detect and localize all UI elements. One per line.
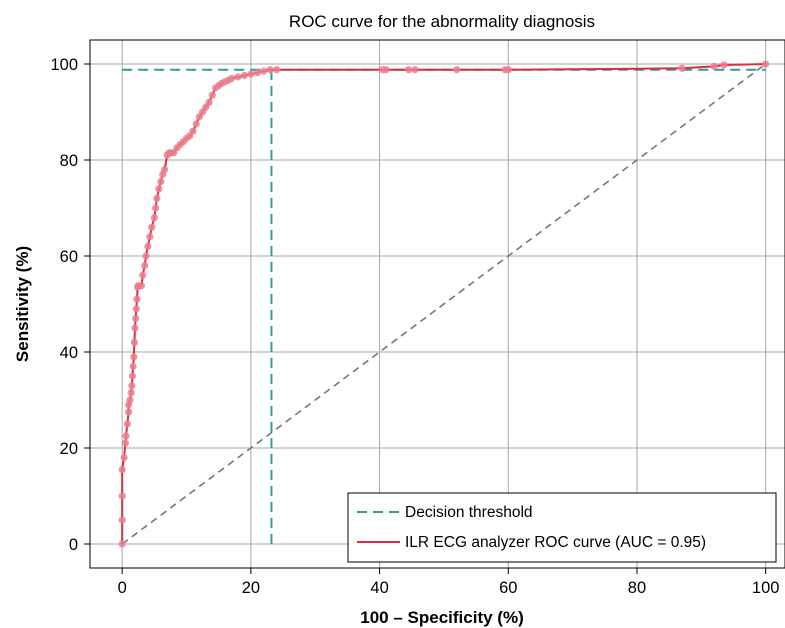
roc-point (122, 432, 130, 440)
roc-point (762, 60, 770, 68)
roc-point (132, 305, 140, 313)
roc-point (142, 252, 150, 260)
roc-point (118, 540, 126, 548)
roc-point (132, 314, 140, 322)
roc-point (253, 69, 261, 77)
y-tick-label: 60 (60, 248, 78, 266)
roc-point (127, 389, 135, 397)
roc-point (126, 396, 134, 404)
roc-curve-group (118, 60, 770, 548)
roc-point (411, 66, 419, 74)
roc-point (130, 353, 138, 361)
roc-point (152, 204, 160, 212)
roc-point (144, 242, 152, 250)
x-tick-label: 0 (118, 579, 127, 597)
roc-point (260, 67, 268, 75)
roc-point (153, 194, 161, 202)
roc-point (720, 61, 728, 69)
roc-point (189, 127, 197, 135)
chart-title: ROC curve for the abnormality diagnosis (289, 12, 595, 31)
x-tick-label: 40 (370, 579, 388, 597)
roc-point (118, 466, 126, 474)
roc-point (240, 71, 249, 80)
roc-point (453, 66, 461, 74)
plot-frame (89, 39, 785, 569)
x-axis-title: 100 – Specificity (%) (360, 608, 523, 627)
roc-point (129, 362, 137, 370)
roc-point (131, 324, 139, 332)
chance-line-group (121, 63, 767, 545)
roc-point (141, 262, 149, 270)
roc-point (710, 62, 718, 70)
legend: Decision threshold ILR ECG analyzer ROC … (347, 492, 777, 563)
roc-point (128, 372, 137, 380)
roc-point (273, 66, 281, 74)
legend-label-roc: ILR ECG analyzer ROC curve (AUC = 0.95) (405, 534, 706, 551)
roc-point (133, 295, 141, 303)
roc-point (504, 66, 512, 74)
roc-point (128, 382, 136, 390)
roc-point (137, 282, 146, 290)
roc-point (148, 223, 156, 231)
x-tick-label: 60 (499, 579, 517, 597)
x-tick-label: 100 (752, 579, 780, 597)
roc-point (150, 214, 158, 222)
roc-point (205, 98, 213, 106)
y-tick-label: 0 (69, 536, 78, 554)
y-axis-title: Sensitivity (%) (13, 246, 32, 362)
y-tick-label: 20 (60, 440, 78, 458)
roc-point (678, 64, 686, 72)
roc-point (123, 420, 131, 428)
roc-point (192, 120, 200, 128)
roc-point (208, 91, 216, 99)
roc-point (130, 338, 139, 346)
y-tick-label: 40 (60, 344, 78, 362)
axis-ticks: 0 20 40 60 80 100 0 20 40 60 80 100 (50, 56, 779, 597)
legend-label-threshold: Decision threshold (405, 504, 533, 521)
y-tick-label: 100 (50, 56, 78, 74)
legend-box (347, 492, 777, 563)
roc-point (118, 516, 126, 524)
x-tick-label: 80 (628, 579, 646, 597)
grid-lines (90, 40, 785, 568)
roc-point (120, 454, 128, 462)
roc-point (382, 66, 390, 74)
roc-point (118, 492, 126, 500)
roc-point (139, 271, 147, 279)
roc-point (155, 185, 163, 193)
roc-point (247, 70, 255, 78)
roc-point (146, 233, 154, 241)
roc-point (125, 408, 133, 416)
roc-point (157, 178, 165, 186)
roc-point (227, 74, 236, 82)
chance-diagonal-line (121, 63, 767, 545)
y-tick-label: 80 (60, 152, 78, 170)
roc-point (121, 439, 129, 447)
roc-point (404, 66, 413, 74)
roc-point (266, 66, 274, 74)
x-tick-label: 20 (242, 579, 260, 597)
roc-point (234, 73, 242, 81)
roc-point (161, 166, 169, 174)
threshold-line-group (122, 68, 766, 544)
